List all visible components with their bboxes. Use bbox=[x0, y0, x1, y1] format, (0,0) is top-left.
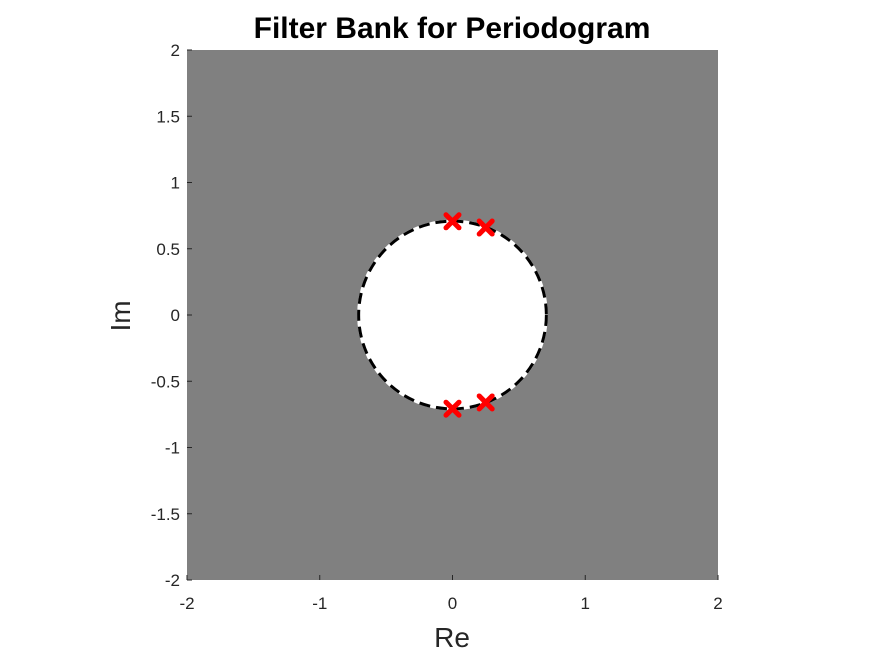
pole-markers bbox=[443, 212, 495, 418]
y-tick-label: -0.5 bbox=[151, 372, 180, 391]
x-tick-label: 0 bbox=[448, 594, 457, 613]
x-tick-label: -2 bbox=[179, 594, 194, 613]
y-tick-label: 2 bbox=[171, 41, 180, 60]
y-axis: 2 1.5 1 0.5 0 -0.5 -1 -1.5 -2 bbox=[151, 41, 192, 590]
y-tick-label: -1 bbox=[165, 439, 180, 458]
disk-boundary-dashed bbox=[357, 219, 548, 411]
x-tick-label: -1 bbox=[312, 594, 327, 613]
pole-marker bbox=[476, 218, 495, 237]
y-tick-label: 0.5 bbox=[156, 240, 180, 259]
y-tick-label: -2 bbox=[165, 571, 180, 590]
unit-disk-region bbox=[358, 221, 547, 409]
y-tick-label: 0 bbox=[171, 306, 180, 325]
y-axis-label: Im bbox=[105, 300, 136, 331]
y-tick-label: 1 bbox=[171, 174, 180, 193]
x-tick-label: 1 bbox=[581, 594, 590, 613]
y-tick-label: 1.5 bbox=[156, 107, 180, 126]
pole-marker bbox=[476, 393, 495, 412]
pole-marker bbox=[443, 399, 462, 418]
y-tick-label: -1.5 bbox=[151, 505, 180, 524]
x-axis: -2 -1 0 1 2 bbox=[179, 575, 723, 613]
plot-area bbox=[187, 50, 718, 580]
x-tick-label: 2 bbox=[713, 594, 722, 613]
chart-title: Filter Bank for Periodogram bbox=[254, 12, 651, 45]
x-axis-label: Re bbox=[434, 622, 470, 653]
pole-marker bbox=[443, 212, 462, 231]
